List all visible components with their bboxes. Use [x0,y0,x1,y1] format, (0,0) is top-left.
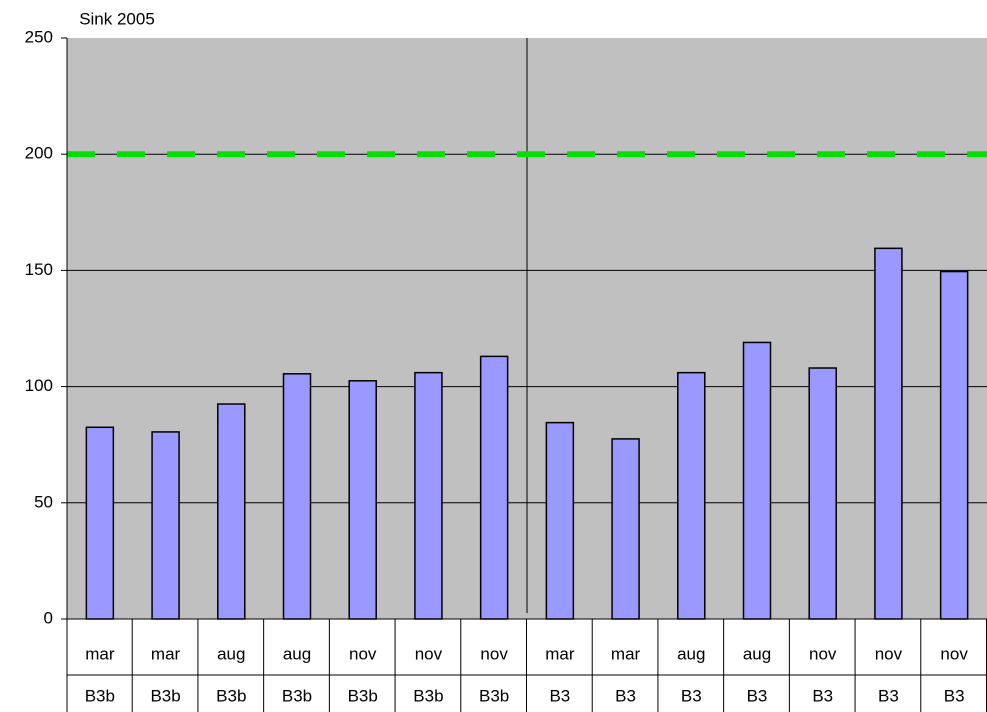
x-group-label: B3b [150,686,180,705]
x-tick-label: aug [217,644,245,663]
bar [545,421,575,620]
bar [282,373,312,620]
bar [348,380,377,620]
x-tick-label: nov [415,644,443,663]
x-tick-label: aug [743,644,771,663]
x-tick-label: mar [611,644,641,663]
bar [217,403,246,620]
x-tick-label: nov [480,644,508,663]
y-tick-label: 200 [25,144,53,163]
y-tick-label: 150 [25,260,53,279]
x-group-label: B3 [681,686,702,705]
x-tick-label: mar [545,644,575,663]
bar [939,270,969,620]
x-group-label: B3 [878,686,899,705]
x-tick-label: nov [875,644,903,663]
x-group-label: B3b [282,686,312,705]
x-tick-label: nov [940,644,968,663]
bar [414,371,443,620]
bar [677,371,706,620]
x-group-label: B3b [413,686,443,705]
x-group-label: B3b [348,686,378,705]
x-group-label: B3 [747,686,768,705]
bar [479,355,509,620]
bar [742,341,772,620]
chart-title: Sink 2005 [79,9,155,28]
x-tick-label: mar [151,644,181,663]
x-group-label: B3 [615,686,636,705]
x-group-label: B3b [216,686,246,705]
x-group-label: B3b [85,686,115,705]
x-tick-label: nov [349,644,377,663]
x-group-label: B3 [944,686,965,705]
bar [151,431,180,620]
y-tick-label: 250 [25,27,53,46]
y-tick-label: 50 [34,492,53,511]
y-tick-label: 0 [44,608,53,627]
bar [874,247,903,620]
x-group-label: B3b [479,686,509,705]
x-group-label: B3 [812,686,833,705]
bar [808,367,837,620]
x-tick-label: aug [677,644,705,663]
bar [85,426,115,620]
x-group-label: B3 [549,686,570,705]
x-tick-label: mar [85,644,115,663]
bar [611,438,640,620]
x-tick-label: aug [283,644,311,663]
y-tick-label: 100 [25,376,53,395]
x-tick-label: nov [809,644,837,663]
